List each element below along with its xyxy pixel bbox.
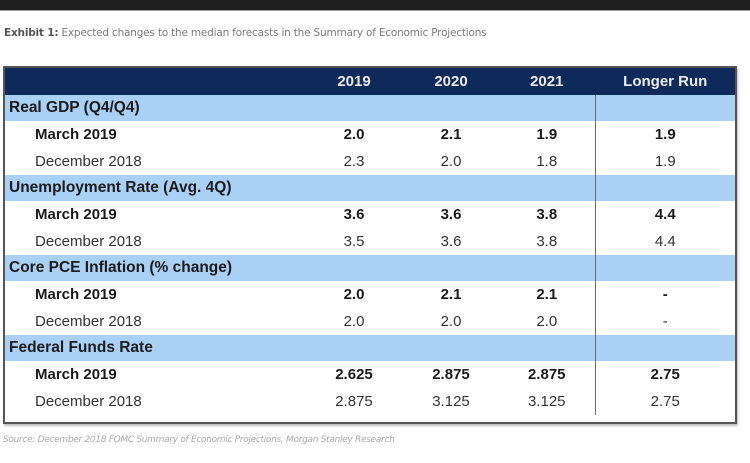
table-row: December 2018 2.0 2.0 2.0 -: [5, 308, 735, 335]
cell-2019: 2.3: [343, 153, 365, 170]
cell-2020: 2.0: [440, 153, 462, 170]
row-label: December 2018: [35, 393, 142, 410]
cell-longer-run: 1.9: [594, 148, 735, 175]
table-row: December 2018 2.3 2.0 1.8 1.9: [5, 148, 735, 175]
table-row: December 2018 2.875 3.125 3.125 2.75: [5, 388, 735, 415]
row-label: March 2019: [35, 206, 117, 223]
cell-longer-run: 4.4: [594, 201, 735, 228]
row-label: December 2018: [35, 313, 142, 330]
section-title: Federal Funds Rate: [5, 335, 595, 361]
row-label: March 2019: [35, 286, 117, 303]
cell-2021: 3.8: [536, 206, 558, 223]
cell-2020: 2.0: [440, 313, 462, 330]
exhibit-label: Exhibit 1:: [4, 27, 59, 39]
cell-2019: 2.0: [343, 313, 365, 330]
section-spacer: [594, 255, 735, 281]
row-label: December 2018: [35, 153, 142, 170]
table-row: March 2019 2.0 2.1 1.9 1.9: [5, 121, 735, 148]
cell-2021: 2.0: [536, 313, 558, 330]
table-row: March 2019 3.6 3.6 3.8 4.4: [5, 201, 735, 228]
cell-longer-run: -: [594, 308, 735, 335]
section-spacer: [594, 335, 735, 361]
header-2021: 2021: [499, 68, 595, 95]
cell-longer-run: -: [594, 281, 735, 308]
cell-2020: 3.6: [440, 233, 462, 250]
table-row: March 2019 2.0 2.1 2.1 -: [5, 281, 735, 308]
cell-2020: 2.1: [440, 286, 462, 303]
table-row: December 2018 3.5 3.6 3.8 4.4: [5, 228, 735, 255]
row-label: March 2019: [35, 126, 117, 143]
top-bar: [0, 0, 750, 11]
cell-2019: 2.0: [343, 126, 365, 143]
cell-2020: 3.125: [432, 393, 470, 410]
section-row-unemployment: Unemployment Rate (Avg. 4Q): [5, 175, 735, 201]
cell-2019: 3.5: [343, 233, 365, 250]
cell-longer-run: 2.75: [594, 388, 735, 415]
section-row-fed-funds: Federal Funds Rate: [5, 335, 735, 361]
cell-2021: 3.8: [536, 233, 558, 250]
cell-2020: 2.875: [432, 366, 470, 383]
source-note: Source: December 2018 FOMC Summary of Ec…: [3, 435, 395, 445]
cell-2020: 2.1: [440, 126, 462, 143]
header-2019: 2019: [305, 68, 403, 95]
cell-2020: 3.6: [440, 206, 462, 223]
exhibit-title: Expected changes to the median forecasts…: [58, 27, 487, 39]
cell-2019: 3.6: [343, 206, 365, 223]
cell-2021: 1.8: [536, 153, 558, 170]
header-longer-run: Longer Run: [594, 68, 735, 95]
table-row: March 2019 2.625 2.875 2.875 2.75: [5, 361, 735, 388]
cell-2021: 2.1: [536, 286, 558, 303]
section-title: Core PCE Inflation (% change): [5, 255, 595, 281]
forecast-table: 2019 2020 2021 Longer Run Real GDP (Q4/Q…: [5, 68, 735, 415]
section-spacer: [594, 95, 735, 121]
cell-longer-run: 1.9: [594, 121, 735, 148]
section-title: Real GDP (Q4/Q4): [5, 95, 595, 121]
cell-2019: 2.875: [335, 393, 373, 410]
section-spacer: [594, 175, 735, 201]
cell-2021: 2.875: [527, 366, 566, 383]
header-2020: 2020: [403, 68, 499, 95]
cell-2021: 3.125: [527, 393, 566, 410]
sep-forecast-table: 2019 2020 2021 Longer Run Real GDP (Q4/Q…: [3, 66, 737, 424]
row-label: March 2019: [35, 366, 117, 383]
header-label: [5, 68, 305, 95]
cell-2019: 2.625: [335, 366, 373, 383]
cell-2019: 2.0: [343, 286, 365, 303]
cell-2021: 1.9: [536, 126, 558, 143]
cell-longer-run: 4.4: [594, 228, 735, 255]
exhibit-caption: Exhibit 1: Expected changes to the media…: [4, 27, 487, 39]
header-row: 2019 2020 2021 Longer Run: [5, 68, 735, 95]
section-row-core-pce: Core PCE Inflation (% change): [5, 255, 735, 281]
row-label: December 2018: [35, 233, 142, 250]
section-title: Unemployment Rate (Avg. 4Q): [5, 175, 595, 201]
section-row-real-gdp: Real GDP (Q4/Q4): [5, 95, 735, 121]
cell-longer-run: 2.75: [594, 361, 735, 388]
